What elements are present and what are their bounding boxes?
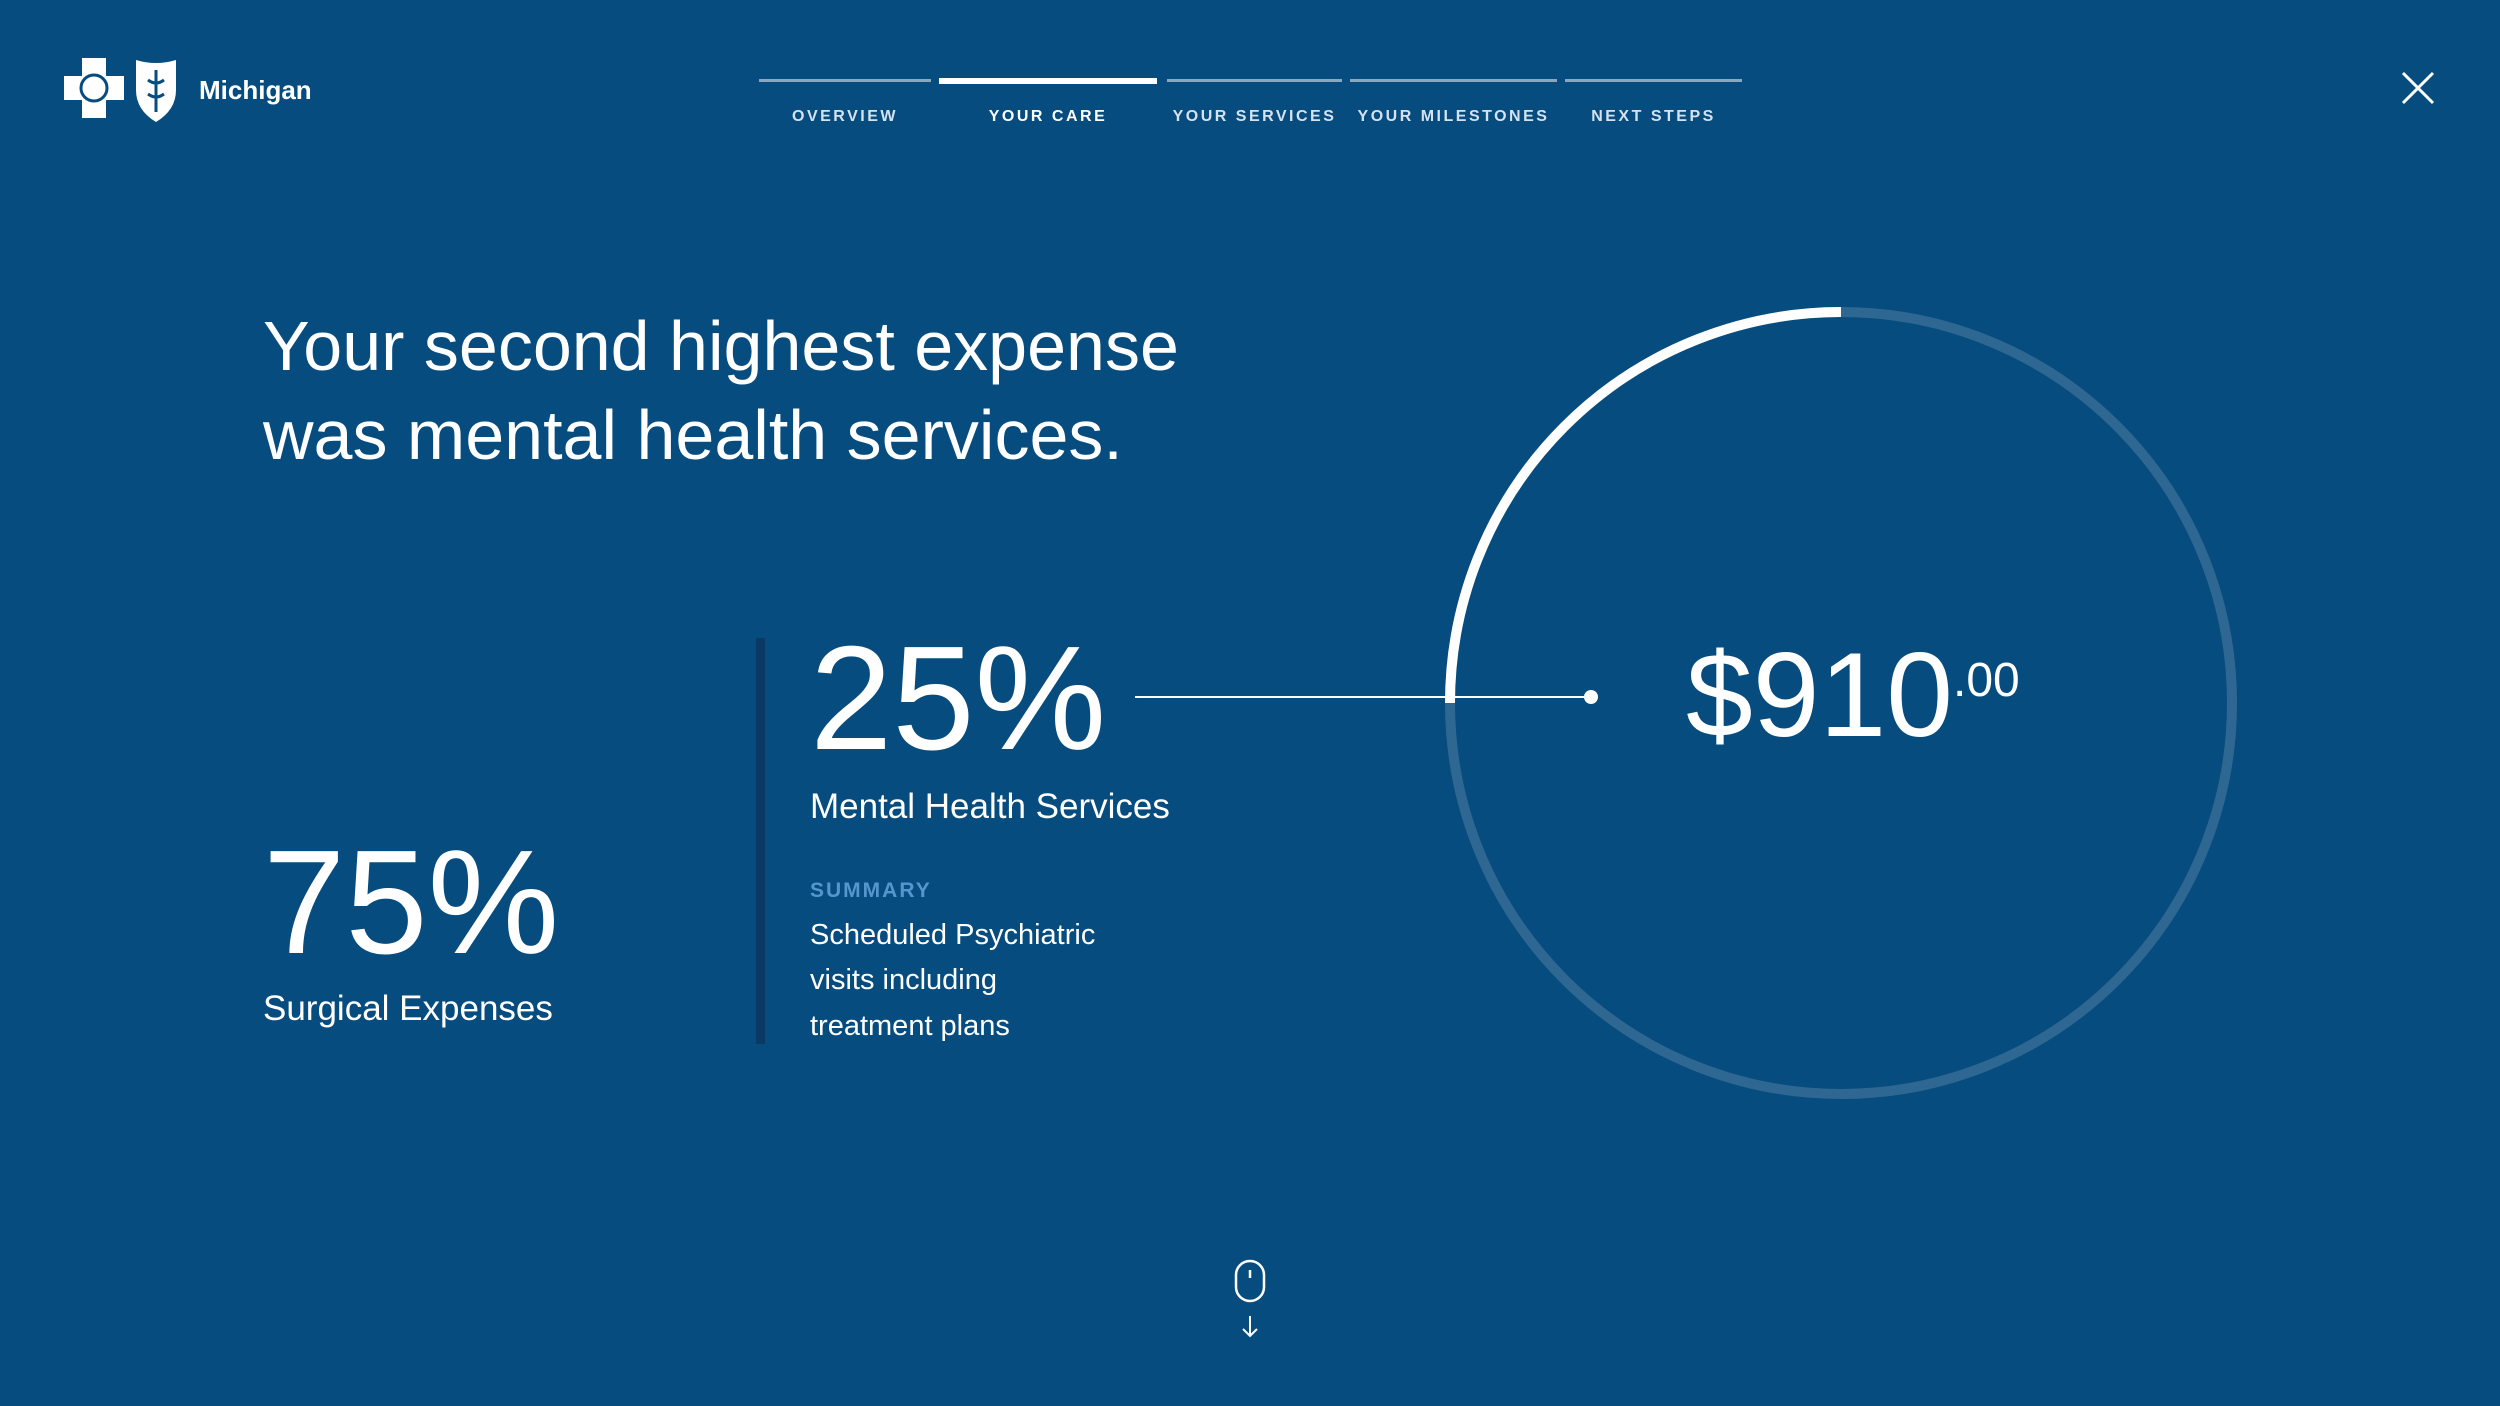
divider <box>756 638 765 1044</box>
mental-arc <box>1445 307 1842 704</box>
shield-emblem <box>147 70 165 112</box>
cross-emblem <box>79 73 109 103</box>
nav-indicator[interactable] <box>939 78 1157 84</box>
close-button[interactable] <box>2396 66 2440 110</box>
nav-label[interactable]: YOUR CARE <box>989 108 1108 125</box>
summary-title: SUMMARY <box>810 879 932 902</box>
scroll-hint <box>1234 1259 1266 1338</box>
amount-cents: .00 <box>1953 654 2020 707</box>
nav-label[interactable]: OVERVIEW <box>792 108 898 125</box>
mouse-icon <box>1234 1259 1266 1303</box>
headline-line: Your second highest expense <box>263 307 1179 385</box>
nav-tab[interactable]: NEXT STEPS <box>1565 79 1742 125</box>
cross-icon <box>64 58 124 118</box>
headline-line: was mental health services. <box>262 396 1123 474</box>
nav-indicator[interactable] <box>759 79 931 82</box>
nav-tab[interactable]: OVERVIEW <box>759 79 931 125</box>
summary-line: Scheduled Psychiatric <box>810 919 1095 951</box>
close-icon[interactable] <box>2401 71 2435 105</box>
scroll-arrow <box>1242 1316 1258 1338</box>
surgical-label: Surgical Expenses <box>263 989 553 1028</box>
amount: $910 <box>1686 628 1953 762</box>
expense-ring <box>1445 307 2237 1099</box>
nav-indicator[interactable] <box>1565 79 1742 82</box>
nav-label[interactable]: YOUR SERVICES <box>1173 108 1337 125</box>
nav-label[interactable]: YOUR MILESTONES <box>1358 108 1550 125</box>
nav-bar: OVERVIEW YOUR CARE YOUR SERVICES YOUR MILES… <box>759 78 1742 125</box>
nav-tab[interactable]: YOUR SERVICES <box>1167 79 1342 125</box>
mental-label: Mental Health Services <box>810 787 1170 826</box>
nav-indicator[interactable] <box>1167 79 1342 82</box>
nav-tab[interactable]: YOUR CARE <box>939 78 1157 125</box>
surgical-arc <box>1445 307 2237 1099</box>
logo: Michigan <box>64 58 312 122</box>
nav-tab[interactable]: YOUR MILESTONES <box>1350 79 1557 125</box>
nav-label[interactable]: NEXT STEPS <box>1591 108 1716 125</box>
summary-line: visits including <box>810 964 997 996</box>
surgical-percent: 75% <box>263 820 559 985</box>
connector-dot <box>1584 690 1598 704</box>
brand-name: Michigan <box>199 75 312 105</box>
mental-percent: 25% <box>810 616 1106 781</box>
nav-indicator[interactable] <box>1350 79 1557 82</box>
summary-line: treatment plans <box>810 1010 1010 1042</box>
